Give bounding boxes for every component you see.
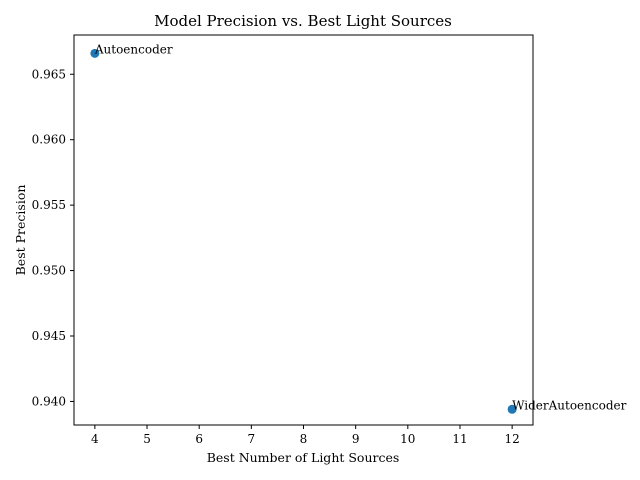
data-point-label: WiderAutoencoder [512, 398, 626, 412]
data-point [507, 404, 517, 414]
x-tick-label: 10 [400, 432, 415, 446]
x-tick-label: 5 [143, 432, 151, 446]
y-tick-label: 0.940 [32, 394, 66, 408]
x-tick-label: 4 [91, 432, 99, 446]
x-axis-label: Best Number of Light Sources [207, 450, 400, 465]
x-tick-label: 8 [300, 432, 308, 446]
data-point-label: Autoencoder [94, 42, 173, 56]
x-tick-label: 7 [248, 432, 256, 446]
y-axis: 0.940 0.945 0.950 0.955 0.960 0.965 [32, 67, 74, 408]
x-axis: 4 5 6 7 8 9 10 11 12 [91, 425, 520, 446]
y-tick-label: 0.945 [32, 329, 66, 343]
data-points: Autoencoder WiderAutoencoder [90, 42, 627, 414]
data-point [90, 48, 100, 58]
y-tick-label: 0.960 [32, 133, 66, 147]
plot-area [73, 34, 534, 426]
x-tick-label: 9 [352, 432, 360, 446]
y-tick-label: 0.955 [32, 198, 66, 212]
x-tick-label: 11 [452, 432, 467, 446]
chart-title: Model Precision vs. Best Light Sources [154, 12, 452, 30]
y-tick-label: 0.965 [32, 67, 66, 81]
y-axis-label: Best Precision [13, 185, 28, 276]
x-tick-label: 12 [504, 432, 519, 446]
x-tick-label: 6 [195, 432, 203, 446]
y-tick-label: 0.950 [32, 264, 66, 278]
